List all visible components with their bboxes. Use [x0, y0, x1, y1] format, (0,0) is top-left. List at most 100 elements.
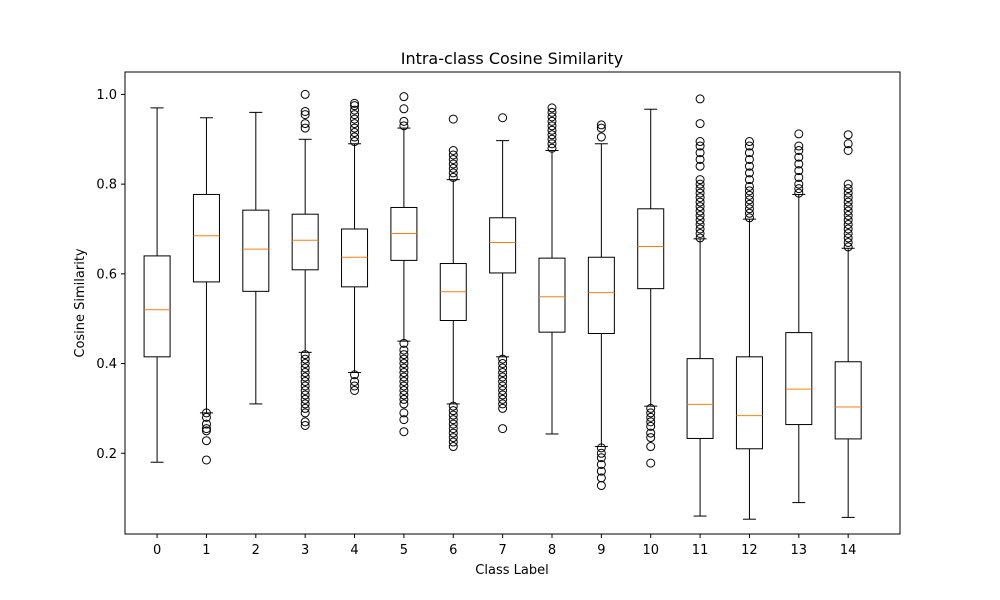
outlier-point	[547, 139, 557, 149]
outlier-point	[399, 385, 409, 395]
outlier-point	[695, 220, 705, 230]
outlier-point	[695, 215, 705, 225]
iqr-box	[291, 213, 319, 271]
x-tick-label: 14	[840, 543, 857, 558]
outlier-point	[794, 166, 804, 176]
outlier-point	[399, 354, 409, 364]
outlier-point	[448, 401, 458, 411]
box-class-2	[242, 111, 270, 405]
outlier-point	[695, 119, 705, 129]
outlier-point	[399, 390, 409, 400]
outlier-point	[300, 354, 310, 364]
x-tick-label: 12	[741, 543, 758, 558]
outlier-point	[744, 204, 754, 214]
outlier-point	[350, 137, 360, 147]
outlier-point	[596, 123, 606, 133]
outlier-point	[547, 121, 557, 131]
outlier-point	[448, 433, 458, 443]
outlier-point	[399, 121, 409, 131]
outlier-point	[399, 350, 409, 360]
outlier-point	[448, 114, 458, 124]
outlier-point	[646, 442, 656, 452]
outlier-point	[399, 399, 409, 409]
outlier-point	[547, 103, 557, 113]
chart-title: Intra-class Cosine Similarity	[401, 49, 624, 68]
outlier-point	[498, 424, 508, 434]
iqr-box	[587, 256, 615, 335]
box-class-13	[785, 129, 813, 504]
x-tick-label: 6	[449, 543, 457, 558]
outlier-point	[744, 141, 754, 151]
outlier-point	[350, 128, 360, 138]
iqr-box	[489, 217, 517, 274]
outlier-point	[399, 345, 409, 355]
box-series	[143, 89, 862, 520]
outlier-point	[547, 134, 557, 144]
outlier-point	[448, 437, 458, 447]
outlier-point	[744, 195, 754, 205]
outlier-point	[646, 433, 656, 443]
box-class-3	[291, 89, 319, 430]
y-axis-label: Cosine Similarity	[73, 248, 88, 358]
outlier-point	[300, 376, 310, 386]
outlier-point	[695, 211, 705, 221]
outlier-point	[794, 129, 804, 139]
outlier-point	[448, 410, 458, 420]
outlier-point	[300, 110, 310, 120]
outlier-point	[843, 188, 853, 198]
iqr-box	[341, 228, 369, 288]
outlier-point	[794, 172, 804, 182]
outlier-point	[695, 224, 705, 234]
outlier-point	[646, 428, 656, 438]
x-tick-label: 13	[791, 543, 808, 558]
outlier-point	[399, 368, 409, 378]
outlier-point	[843, 211, 853, 221]
box-class-7	[489, 113, 517, 434]
outlier-point	[794, 159, 804, 169]
outlier-point	[843, 224, 853, 234]
outlier-point	[547, 130, 557, 140]
outlier-point	[448, 428, 458, 438]
outlier-point	[300, 372, 310, 382]
outlier-point	[843, 184, 853, 194]
outlier-point	[399, 338, 409, 348]
outlier-point	[300, 394, 310, 404]
outlier-point	[399, 359, 409, 369]
y-axis: 0.2 0.4 0.6 0.8 1.0	[96, 88, 125, 462]
outlier-point	[498, 394, 508, 404]
outlier-point	[744, 175, 754, 185]
outlier-point	[744, 199, 754, 209]
outlier-point	[300, 123, 310, 133]
x-tick-label: 11	[692, 543, 709, 558]
outlier-point	[695, 202, 705, 212]
iqr-box	[686, 358, 714, 439]
outlier-point	[695, 179, 705, 189]
x-tick-label: 9	[597, 543, 605, 558]
outlier-point	[350, 98, 360, 108]
box-class-1	[192, 117, 220, 465]
outlier-point	[399, 92, 409, 102]
outlier-point	[300, 403, 310, 413]
x-axis-label: Class Label	[475, 563, 548, 578]
outlier-point	[448, 163, 458, 173]
outlier-point	[498, 354, 508, 364]
box-class-4	[341, 98, 369, 395]
outlier-point	[399, 372, 409, 382]
x-tick-label: 4	[350, 543, 358, 558]
outlier-point	[596, 132, 606, 142]
outlier-point	[794, 152, 804, 162]
outlier-point	[448, 159, 458, 169]
outlier-point	[744, 161, 754, 171]
x-tick-label: 5	[400, 543, 408, 558]
outlier-point	[201, 419, 211, 429]
outlier-point	[695, 184, 705, 194]
outlier-point	[201, 424, 211, 434]
outlier-point	[448, 172, 458, 182]
outlier-point	[399, 415, 409, 425]
outlier-point	[350, 376, 360, 386]
outlier-point	[843, 197, 853, 207]
outlier-point	[596, 481, 606, 491]
outlier-point	[350, 385, 360, 395]
x-tick-label: 8	[548, 543, 556, 558]
outlier-point	[399, 427, 409, 437]
